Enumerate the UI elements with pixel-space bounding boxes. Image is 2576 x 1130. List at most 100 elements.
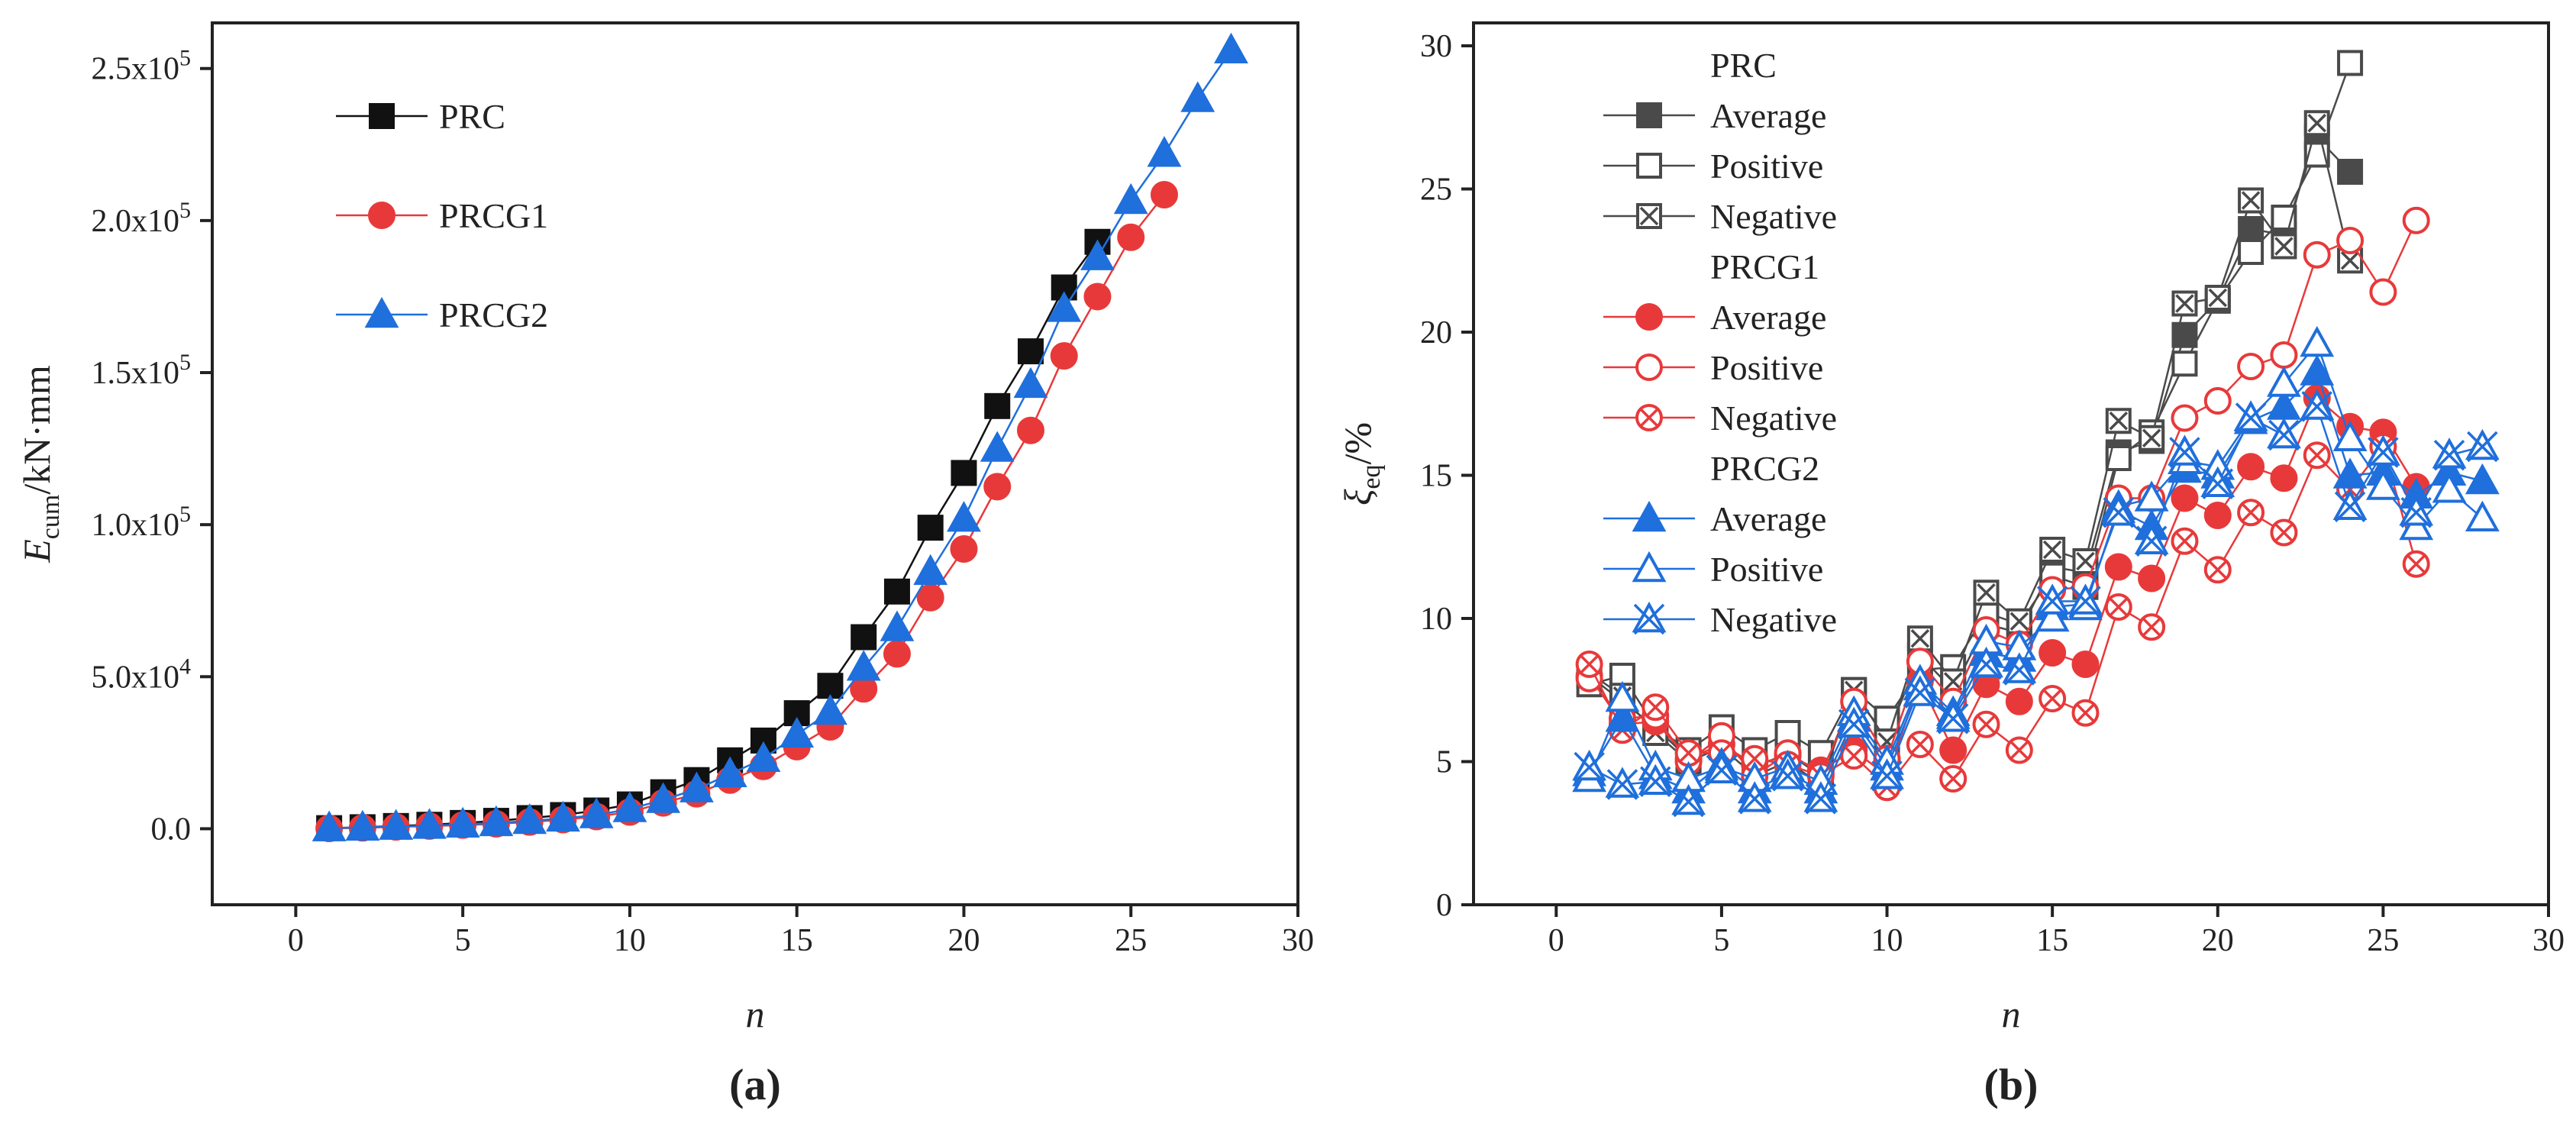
- data-point-cross: [2175, 531, 2194, 550]
- legend-label: Average: [1710, 96, 1826, 135]
- legend-item: PRCG1: [336, 196, 548, 235]
- data-point-cross: [1937, 703, 1969, 734]
- y-axis-label-symbol: E: [15, 539, 58, 563]
- data-point: [1047, 291, 1082, 322]
- legend-label: PRC: [439, 97, 505, 136]
- data-point-cross: [1838, 709, 1870, 740]
- y-axis-label: Ecum/kN·mm: [15, 365, 65, 563]
- series-prcg1-average: [1575, 384, 2430, 790]
- data-point-cross: [2070, 586, 2101, 617]
- data-point-cross: [1706, 754, 1738, 786]
- data-point-cross: [2142, 428, 2161, 447]
- data-point-cross: [2109, 597, 2129, 617]
- data-point: [2465, 463, 2500, 495]
- data-point: [1050, 342, 1078, 370]
- data-point-cross: [2036, 586, 2068, 617]
- data-point: [546, 800, 580, 832]
- data-point: [2267, 366, 2301, 397]
- data-point-cross: [2407, 554, 2426, 573]
- legend-marker: [369, 103, 395, 129]
- legend-label: Negative: [1710, 600, 1837, 639]
- data-point-cross: [1679, 744, 1698, 763]
- series-line: [1588, 135, 2351, 778]
- y-tick-label-exponent: 5: [179, 46, 191, 71]
- legend-item: Negative: [1603, 399, 1837, 437]
- y-tick-label: 10: [1420, 602, 1452, 637]
- data-point: [883, 578, 910, 605]
- legend-group-title: PRCG1: [1710, 247, 1819, 286]
- x-tick-label: 0: [1548, 923, 1564, 958]
- data-point: [2138, 564, 2166, 592]
- data-point: [2465, 500, 2500, 531]
- data-point-cross: [1910, 629, 1930, 648]
- data-point-cross: [1977, 715, 1996, 734]
- x-tick-label: 30: [2532, 923, 2565, 958]
- data-point-cross: [2235, 402, 2267, 434]
- x-tick-label: 15: [781, 923, 813, 958]
- data-point: [880, 610, 915, 641]
- data-point: [1080, 239, 1115, 270]
- y-tick-label: 2.0x105: [92, 198, 192, 239]
- y-tick-label-base: 5.0x10: [92, 660, 180, 695]
- panel-label: (a): [729, 1060, 781, 1109]
- x-tick-label: 15: [2036, 923, 2068, 958]
- data-point: [2039, 639, 2067, 667]
- plot-frame: [1472, 21, 2550, 906]
- plot-frame: [211, 21, 1299, 906]
- data-point: [1147, 136, 1182, 167]
- data-point: [2238, 239, 2264, 265]
- data-point-cross: [2169, 437, 2200, 468]
- data-point-cross: [2467, 431, 2498, 463]
- data-point: [2238, 216, 2264, 242]
- data-point-cross: [1739, 783, 1771, 815]
- data-point-cross: [1574, 751, 1605, 783]
- series-line: [1588, 341, 2484, 783]
- data-point: [2134, 480, 2169, 512]
- legend-marker: [368, 202, 395, 229]
- y-tick-label: 5: [1436, 745, 1452, 780]
- data-point-cross: [1904, 677, 1936, 709]
- y-tick-label: 0: [1436, 888, 1452, 923]
- data-point: [2203, 502, 2232, 529]
- data-point-cross: [2400, 497, 2432, 528]
- legend-marker: [1632, 550, 1667, 583]
- data-point: [2300, 325, 2335, 357]
- y-tick-label-exponent: 4: [179, 654, 191, 679]
- data-point: [883, 640, 911, 668]
- x-tick-label: 10: [614, 923, 646, 958]
- data-point: [2337, 159, 2364, 185]
- x-tick-label: 0: [288, 923, 304, 958]
- data-point: [2171, 350, 2198, 377]
- data-point-cross: [1910, 734, 1930, 754]
- data-point: [2005, 687, 2033, 715]
- legend-item: Average: [1603, 499, 1826, 538]
- data-point: [1013, 366, 1048, 399]
- y-axis-label-subscript: eq: [1357, 465, 1386, 489]
- data-point: [2402, 206, 2430, 234]
- data-point-cross: [1943, 672, 1963, 691]
- data-point: [2237, 453, 2265, 481]
- data-point: [984, 392, 1011, 419]
- data-point-cross: [2103, 497, 2135, 528]
- legend-label: Positive: [1710, 147, 1823, 186]
- data-point: [2336, 227, 2365, 254]
- data-point-cross: [2135, 525, 2168, 557]
- legend-marker: [364, 296, 399, 328]
- y-tick-label: 30: [1420, 29, 1452, 64]
- data-point: [917, 515, 944, 541]
- data-point: [1150, 181, 1178, 209]
- legend-label: PRCG1: [439, 196, 548, 235]
- data-point-cross: [2175, 294, 2194, 313]
- data-point-cross: [2076, 703, 2095, 722]
- y-tick-label-base: 1.5x10: [92, 356, 180, 391]
- data-point: [1939, 736, 1968, 764]
- y-tick-label-base: 0.0: [151, 812, 192, 847]
- y-tick-label-base: 15: [1420, 459, 1452, 494]
- y-tick-label: 1.0x105: [92, 502, 192, 543]
- data-point: [2237, 353, 2265, 380]
- y-tick-label-base: 5: [1436, 745, 1452, 780]
- series-prcg1: [315, 181, 1178, 843]
- data-point-cross: [1580, 654, 1599, 674]
- y-tick-label: 2.5x105: [92, 46, 192, 87]
- data-point: [345, 809, 380, 841]
